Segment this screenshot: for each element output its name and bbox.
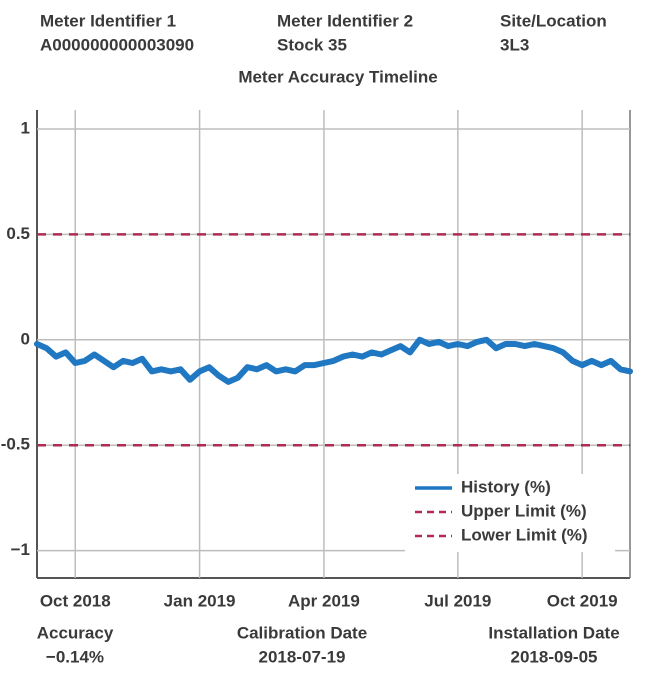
footer-value: 2018-07-19 (259, 647, 346, 666)
chart-title: Meter Accuracy Timeline (238, 67, 437, 86)
header-label: Site/Location (500, 11, 607, 30)
header-label: Meter Identifier 1 (40, 11, 176, 30)
legend-label: History (%) (461, 477, 551, 496)
footer-label: Accuracy (37, 623, 114, 642)
header-value: 3L3 (500, 35, 529, 54)
y-tick-label: -0.5 (1, 435, 30, 454)
header-value: A000000000003090 (40, 35, 194, 54)
history-line (34, 336, 633, 385)
footer-value: 2018-09-05 (511, 647, 598, 666)
footer-label: Calibration Date (237, 623, 367, 642)
footer-value: −0.14% (46, 647, 104, 666)
x-tick-label: Oct 2018 (40, 591, 111, 610)
y-tick-label: 1 (21, 118, 30, 137)
header-label: Meter Identifier 2 (277, 11, 413, 30)
y-tick-label: 0.5 (6, 224, 30, 243)
x-tick-label: Oct 2019 (547, 591, 618, 610)
x-tick-label: Jul 2019 (424, 591, 491, 610)
x-tick-label: Apr 2019 (288, 591, 360, 610)
y-tick-label: 0 (21, 329, 30, 348)
legend-label: Lower Limit (%) (461, 525, 588, 544)
x-tick-label: Jan 2019 (164, 591, 236, 610)
y-tick-label: −1 (11, 540, 30, 559)
legend-label: Upper Limit (%) (461, 501, 587, 520)
header-value: Stock 35 (277, 35, 347, 54)
footer-label: Installation Date (488, 623, 619, 642)
